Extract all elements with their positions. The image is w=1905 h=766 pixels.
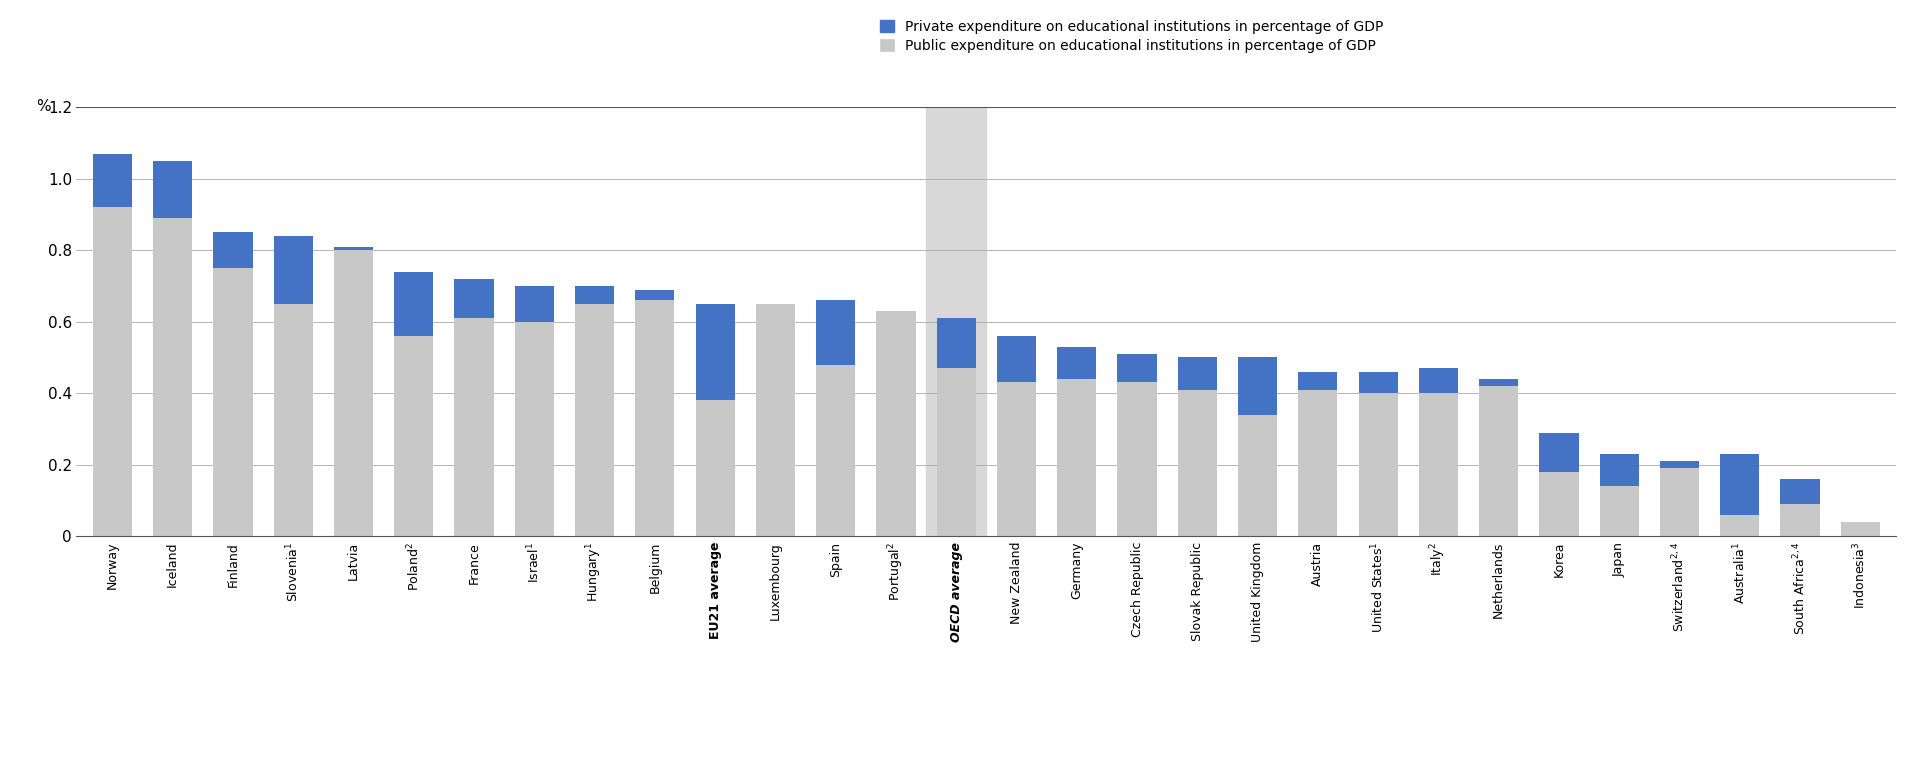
Bar <box>1116 354 1156 382</box>
Bar <box>1659 468 1697 536</box>
Bar <box>1598 486 1638 536</box>
Bar <box>1779 479 1819 504</box>
Bar <box>213 268 251 536</box>
Bar <box>274 236 312 304</box>
Bar <box>333 250 373 536</box>
Bar <box>274 304 312 536</box>
Bar <box>1478 386 1518 536</box>
Bar <box>93 208 131 536</box>
Bar <box>394 272 432 336</box>
Bar <box>1177 390 1215 536</box>
Bar <box>453 279 493 318</box>
Bar <box>1598 454 1638 486</box>
Bar <box>1417 393 1457 536</box>
Bar <box>152 161 192 218</box>
Bar <box>514 322 554 536</box>
Bar <box>1539 472 1577 536</box>
Bar <box>1539 433 1577 472</box>
Bar <box>152 218 192 536</box>
Bar <box>996 336 1036 382</box>
Bar <box>514 286 554 322</box>
Bar <box>926 107 987 536</box>
Bar <box>1297 390 1337 536</box>
Bar <box>93 154 131 208</box>
Bar <box>695 304 733 401</box>
Bar <box>1478 379 1518 386</box>
Bar <box>1720 454 1758 515</box>
Bar <box>333 247 373 250</box>
Bar <box>1840 522 1878 536</box>
Bar <box>453 318 493 536</box>
Bar <box>1116 382 1156 536</box>
Bar <box>1057 347 1095 379</box>
Y-axis label: %: % <box>36 99 51 113</box>
Bar <box>634 290 674 300</box>
Bar <box>815 365 855 536</box>
Bar <box>876 311 914 536</box>
Bar <box>1358 393 1396 536</box>
Bar <box>575 286 613 304</box>
Bar <box>996 382 1036 536</box>
Bar <box>213 232 251 268</box>
Legend: Private expenditure on educational institutions in percentage of GDP, Public exp: Private expenditure on educational insti… <box>880 20 1383 53</box>
Bar <box>756 304 794 536</box>
Bar <box>1297 372 1337 390</box>
Bar <box>1177 358 1215 390</box>
Bar <box>634 300 674 536</box>
Bar <box>935 368 975 536</box>
Bar <box>1720 515 1758 536</box>
Bar <box>1238 414 1276 536</box>
Bar <box>1057 379 1095 536</box>
Bar <box>1659 461 1697 468</box>
Bar <box>1779 504 1819 536</box>
Bar <box>1417 368 1457 393</box>
Bar <box>1358 372 1396 393</box>
Bar <box>394 336 432 536</box>
Bar <box>695 401 733 536</box>
Bar <box>1238 358 1276 414</box>
Bar <box>815 300 855 365</box>
Bar <box>935 318 975 368</box>
Bar <box>575 304 613 536</box>
